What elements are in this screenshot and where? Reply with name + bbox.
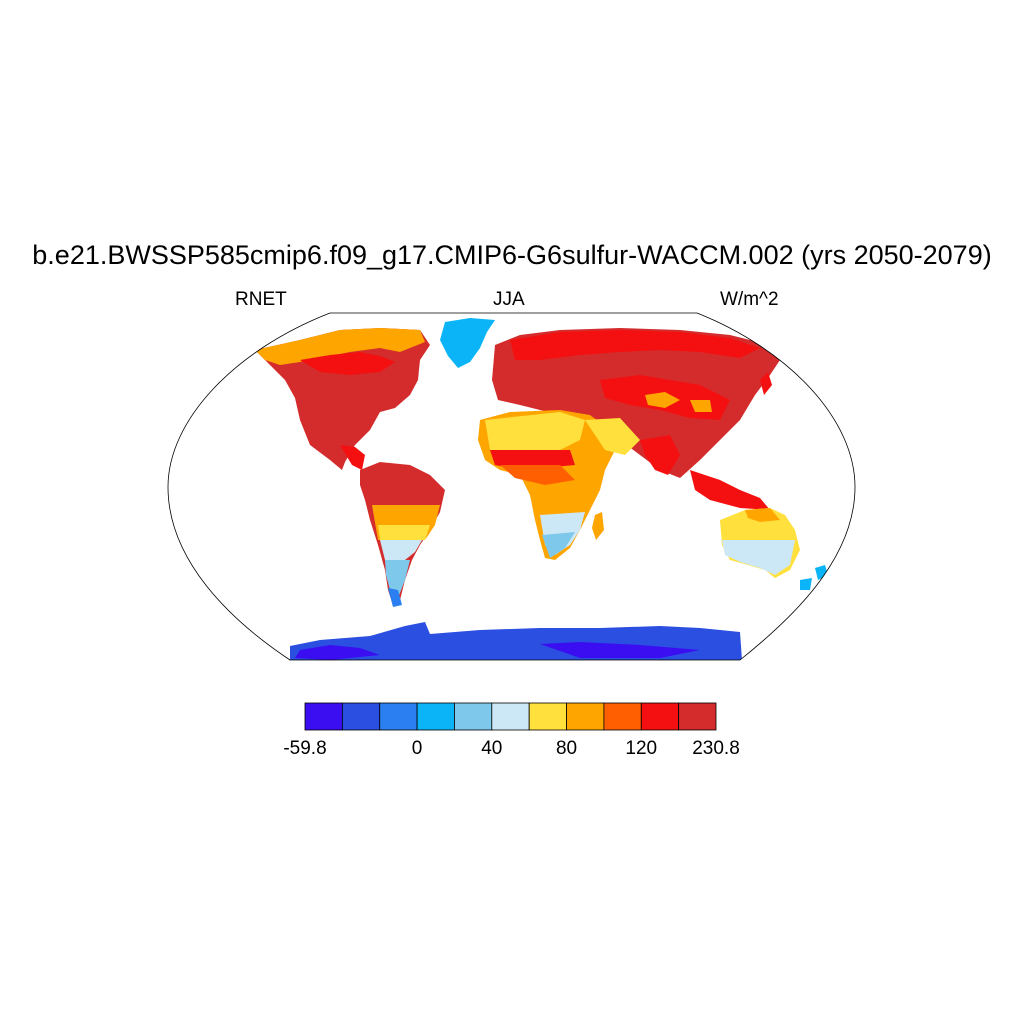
colorbar-tick-label: 230.8 (692, 738, 740, 759)
colorbar-tick-label: 120 (625, 738, 658, 759)
plot-title: b.e21.BWSSP585cmip6.f09_g17.CMIP6-G6sulf… (32, 240, 992, 270)
colorbar-swatch (341, 702, 381, 731)
colorbar-tick-label: 40 (481, 738, 503, 759)
colorbar-swatch (603, 702, 642, 731)
colorbar-tick-label: 80 (555, 738, 578, 759)
map-land-fill (255, 318, 828, 660)
colorbar-swatch (528, 702, 567, 731)
colorbar-swatch (491, 702, 530, 731)
map-boundary (167, 312, 856, 661)
season-label: JJA (493, 289, 525, 310)
colorbar-swatch (379, 702, 418, 731)
colorbar-tick-label: -59.8 (283, 738, 327, 759)
units-label: W/m^2 (720, 289, 779, 310)
colorbar-swatch (640, 702, 680, 731)
colorbar-swatch (566, 702, 605, 731)
colorbar-tick-label: 0 (411, 738, 423, 759)
colorbar-swatch (454, 702, 493, 731)
variable-label: RNET (235, 289, 287, 310)
colorbar-swatch (304, 702, 343, 731)
colorbar-swatch (678, 702, 717, 731)
colorbar-swatch (416, 702, 455, 731)
